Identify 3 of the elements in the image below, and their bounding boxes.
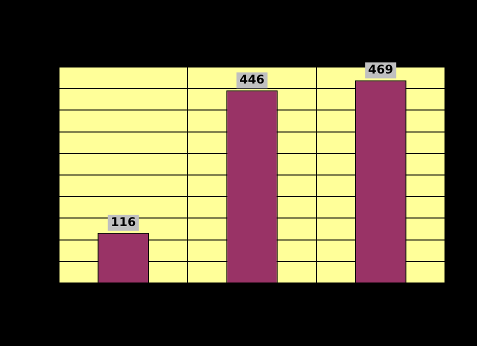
data-label: 446 [239, 72, 265, 86]
data-label: 116 [110, 215, 136, 230]
data-label: 469 [368, 62, 394, 77]
